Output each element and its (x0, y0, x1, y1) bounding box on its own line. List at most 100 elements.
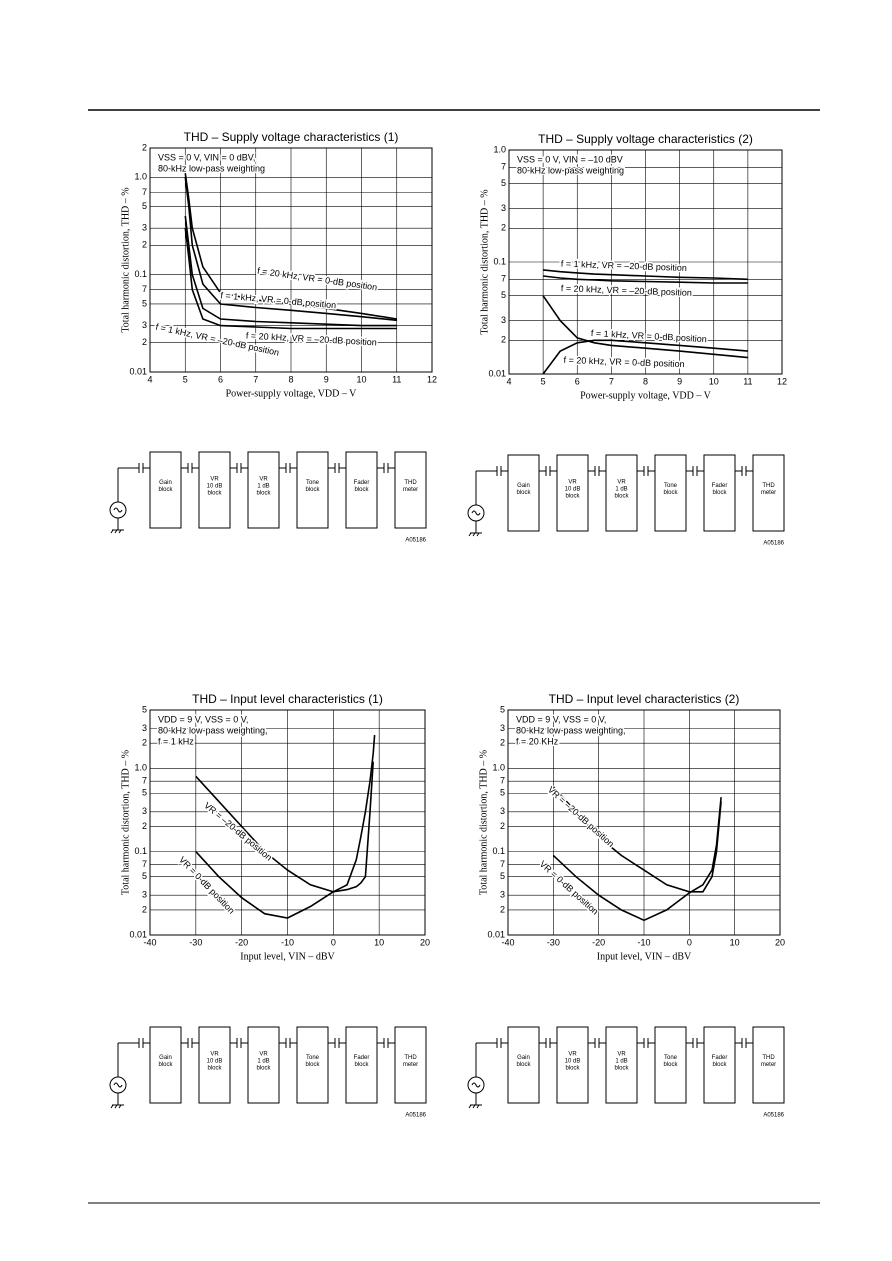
series-line (184, 177, 397, 322)
block (198, 451, 231, 529)
annotation: f = 1 kHz (158, 736, 194, 746)
block-label: block (614, 494, 629, 500)
x-tick-label: 9 (677, 376, 682, 386)
chart-title: THD – Input level characteristics (1) (192, 692, 383, 706)
x-axis-label: Power-supply voltage, VDD – V (226, 388, 358, 399)
x-tick-label: -30 (189, 937, 202, 947)
block-label: block (516, 1062, 531, 1068)
chart-title: THD – Input level characteristics (2) (549, 692, 740, 706)
cap-gap (335, 462, 339, 474)
y-tick-label: 1.0 (134, 763, 147, 773)
y-tick-label: 0.1 (134, 846, 147, 856)
block-label: block (712, 490, 727, 496)
annotation: 80-kHz low-pass weighting, (158, 725, 268, 735)
block-label: Fader (712, 1055, 728, 1061)
y-tick-label: 2 (500, 821, 505, 831)
x-tick-label: 11 (743, 376, 752, 386)
cap-gap (693, 465, 697, 477)
series-line (552, 797, 722, 922)
diagram-code: A05186 (763, 541, 784, 547)
block-label: VR (617, 480, 626, 486)
block-label: Fader (354, 480, 370, 486)
annotation: 80-kHz low-pass weighting (158, 163, 265, 173)
cap-gap (644, 1037, 648, 1049)
y-tick-label: 5 (500, 788, 505, 798)
block-label: block (565, 494, 580, 500)
series-line (542, 295, 748, 359)
x-tick-label: 7 (609, 376, 614, 386)
ground (468, 1104, 482, 1109)
ground (110, 529, 124, 534)
y-tick-label: 3 (142, 806, 147, 816)
cap-gap (546, 465, 550, 477)
y-tick-label: 5 (142, 201, 147, 211)
block (296, 451, 329, 529)
x-tick-label: -30 (547, 937, 560, 947)
source-wave (471, 510, 481, 516)
block (703, 1026, 736, 1104)
cap-gap (595, 1037, 599, 1049)
block-label: meter (403, 1062, 418, 1068)
cap-gap (742, 1037, 746, 1049)
y-tick-label: 2 (142, 904, 147, 914)
block-label: 1 dB (615, 487, 627, 493)
x-tick-label: 5 (183, 374, 188, 384)
x-tick-label: 8 (288, 374, 293, 384)
y-axis-label: Total harmonic distortion, THD – % (478, 750, 489, 895)
y-tick-label: 3 (142, 723, 147, 733)
x-tick-label: 12 (427, 374, 437, 384)
source-wave (113, 507, 123, 513)
y-tick-label: 0.01 (129, 929, 147, 939)
source-wave (471, 1082, 481, 1088)
y-tick-label: 7 (500, 859, 505, 869)
y-axis-label: Total harmonic distortion, THD – % (120, 750, 131, 895)
y-tick-label: 7 (142, 187, 147, 197)
cap-gap (286, 462, 290, 474)
series-line (195, 761, 374, 919)
y-tick-label: 3 (500, 723, 505, 733)
block-label: block (354, 487, 369, 493)
y-tick-label: 2 (142, 337, 147, 347)
chart: THD – Supply voltage characteristics (2)… (479, 132, 787, 401)
annotation: 80-kHz low-pass weighting, (516, 725, 626, 735)
block-label: Tone (664, 483, 678, 489)
x-tick-label: 6 (218, 374, 223, 384)
x-tick-label: 8 (643, 376, 648, 386)
block (556, 1026, 589, 1104)
block (247, 451, 280, 529)
block (507, 454, 540, 532)
block-label: block (305, 1062, 320, 1068)
y-axis-label: Total harmonic distortion, THD – % (120, 187, 131, 332)
block (703, 454, 736, 532)
block-label: 10 dB (207, 1059, 223, 1065)
block (149, 1026, 182, 1104)
block-label: block (158, 487, 173, 493)
block (247, 1026, 280, 1104)
block-label: block (207, 1066, 222, 1072)
y-tick-label: 3 (501, 315, 506, 325)
block (149, 451, 182, 529)
x-axis-label: Input level, VIN – dBV (597, 951, 692, 962)
x-tick-label: 10 (730, 937, 740, 947)
y-tick-label: 5 (142, 298, 147, 308)
y-tick-label: 1.0 (134, 172, 147, 182)
block-label: 10 dB (565, 1059, 581, 1065)
block (345, 451, 378, 529)
diagram-code: A05186 (405, 1113, 426, 1119)
block-label: Fader (712, 483, 728, 489)
block (394, 1026, 427, 1104)
x-tick-label: -20 (235, 937, 248, 947)
y-tick-label: 7 (142, 284, 147, 294)
x-axis-label: Power-supply voltage, VDD – V (580, 390, 712, 401)
block-label: block (207, 491, 222, 497)
block-label: THD (404, 1055, 417, 1061)
block (345, 1026, 378, 1104)
annotation: VSS = 0 V, VIN = 0 dBV, (158, 152, 255, 162)
cap-gap (693, 1037, 697, 1049)
y-tick-label: 0.1 (492, 846, 505, 856)
ground (468, 532, 482, 537)
block (654, 1026, 687, 1104)
cap-gap (497, 465, 501, 477)
